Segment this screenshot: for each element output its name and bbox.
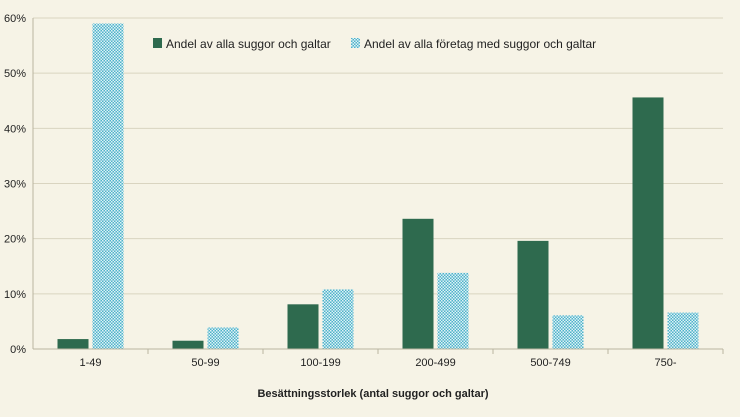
x-tick-label: 750-	[654, 357, 676, 369]
bar-foretag-750-	[667, 312, 699, 349]
gridlines	[33, 17, 723, 295]
bar-suggor-galtar-1-49	[57, 339, 89, 349]
bar-suggor-galtar-750-	[632, 97, 664, 349]
bar-foretag-50-99	[207, 327, 239, 349]
y-tick-label: 30%	[4, 179, 26, 191]
bar-suggor-galtar-500-749	[517, 240, 549, 349]
bar-foretag-500-749	[552, 315, 584, 349]
x-tick-label: 1-49	[79, 357, 101, 369]
legend: Andel av alla suggor och galtar Andel av …	[153, 37, 596, 51]
x-tick-label: 500-749	[530, 357, 570, 369]
bars	[57, 23, 699, 350]
y-tick-label: 60%	[4, 13, 26, 25]
x-tick-label: 200-499	[415, 357, 455, 369]
y-tick-label: 0%	[10, 344, 26, 356]
legend-label: Andel av alla suggor och galtar	[166, 37, 331, 51]
y-tick-label: 10%	[4, 289, 26, 301]
bar-foretag-100-199	[322, 289, 354, 349]
legend-label: Andel av alla företag med suggor och gal…	[364, 37, 596, 51]
axes: 0% 10% 20% 30% 40% 50% 60% 1-49 50-99 100-199 200-…	[4, 13, 724, 369]
bar-suggor-galtar-100-199	[287, 304, 319, 349]
x-tick-label: 100-199	[300, 357, 340, 369]
y-tick-label: 20%	[4, 234, 26, 246]
bar-suggor-galtar-50-99	[172, 340, 204, 349]
bar-suggor-galtar-200-499	[402, 218, 434, 349]
legend-swatch	[351, 38, 360, 48]
legend-swatch	[153, 38, 162, 48]
y-tick-label: 40%	[4, 123, 26, 135]
bar-foretag-200-499	[437, 272, 469, 349]
x-tick-label: 50-99	[191, 357, 219, 369]
x-axis-title: Besättningsstorlek (antal suggor och gal…	[257, 388, 488, 400]
y-tick-label: 50%	[4, 68, 26, 80]
bar-foretag-1-49	[92, 23, 124, 350]
